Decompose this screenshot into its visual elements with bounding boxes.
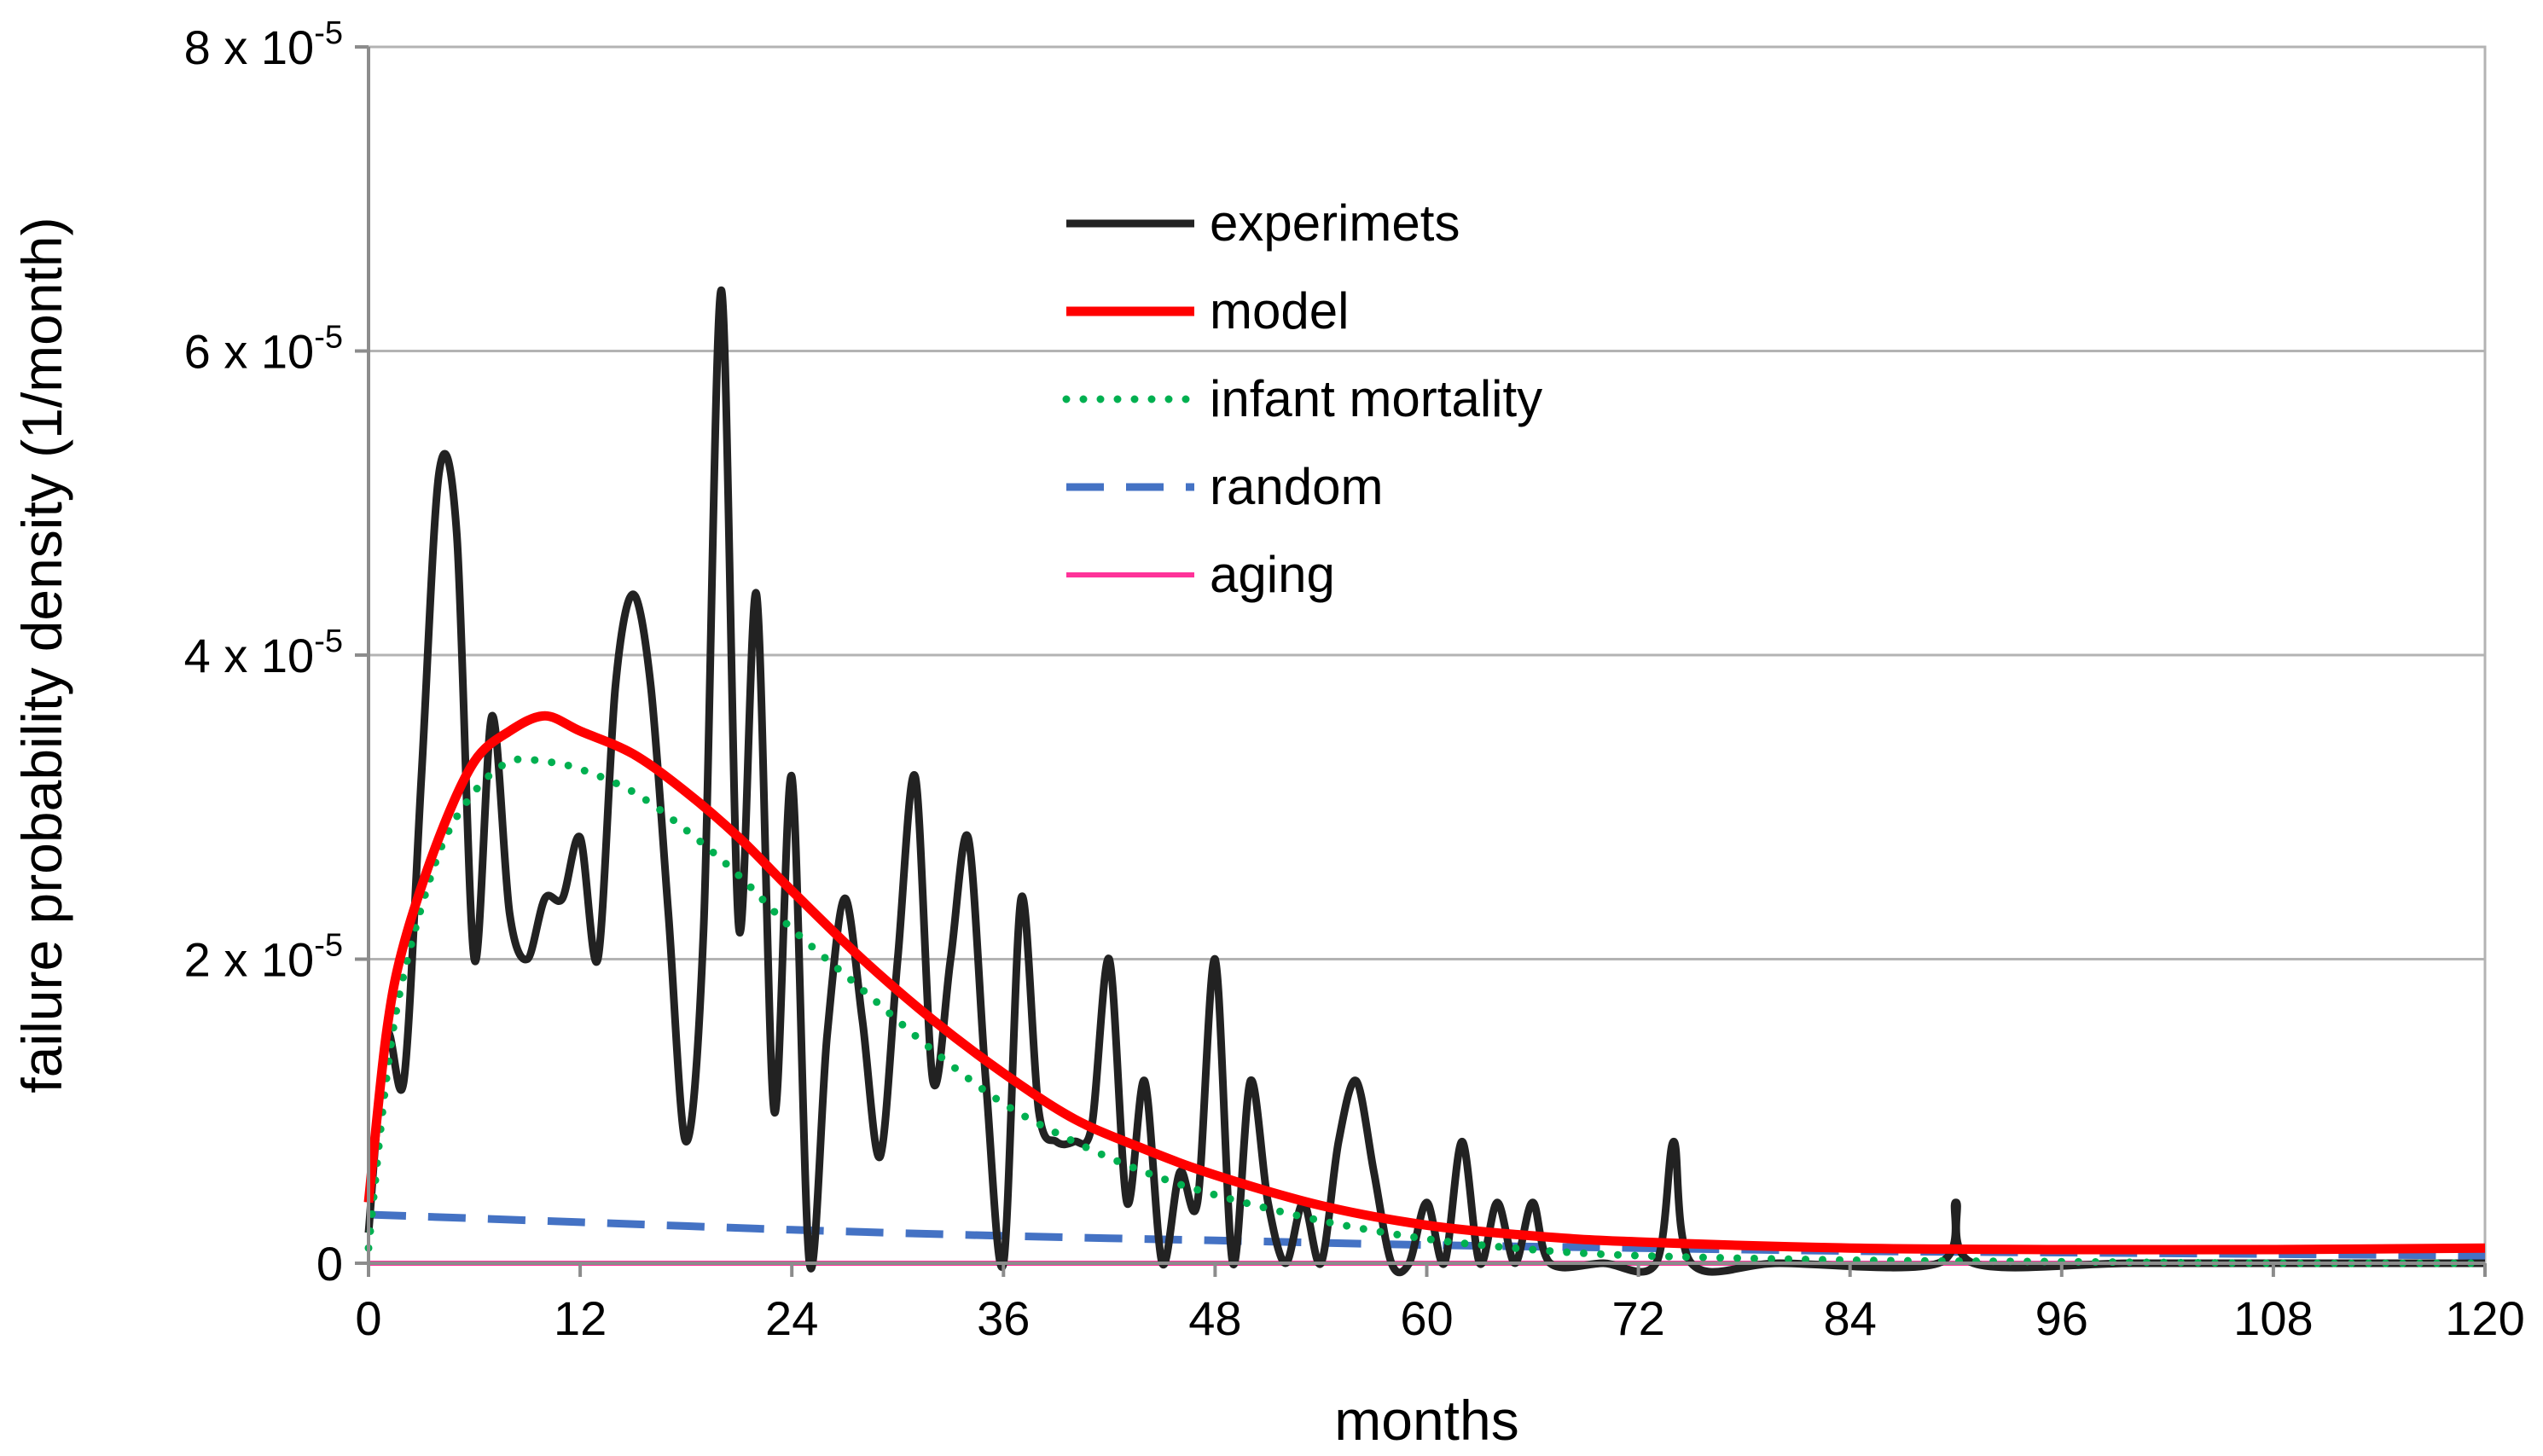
x-tick-label: 60 (1400, 1291, 1453, 1345)
y-tick-label: 4 x 10-5 (184, 624, 343, 682)
y-tick-labels: 0 2 x 10-5 4 x 10-5 6 x 10-5 8 x 10-5 (184, 15, 369, 1291)
series-model-line (363, 711, 2486, 1255)
legend-label: model (1210, 282, 1349, 339)
x-tick-label: 72 (1611, 1291, 1664, 1345)
series-experimets-line (364, 286, 2485, 1277)
legend-label: infant mortality (1210, 370, 1542, 427)
y-tick-label: 6 x 10-5 (184, 320, 343, 379)
legend-label: aging (1210, 546, 1335, 603)
legend-label: experimets (1210, 194, 1460, 252)
x-tick-label: 24 (765, 1291, 818, 1345)
x-tick-label: 0 (355, 1291, 381, 1345)
x-tick-label: 84 (1824, 1291, 1877, 1345)
series-layer (363, 286, 2489, 1277)
x-tick-label: 36 (977, 1291, 1030, 1345)
x-tick-label: 12 (554, 1291, 607, 1345)
series-infant-mortality-line (364, 755, 2489, 1267)
grid-layer (369, 45, 2485, 960)
y-tick-label: 8 x 10-5 (184, 15, 343, 74)
legend: experimets model infant mortality random agi… (1062, 194, 1542, 603)
y-tick-label: 2 x 10-5 (184, 928, 343, 987)
x-tick-labels: 0 12 24 36 48 60 72 84 96 108 120 (355, 1263, 2525, 1345)
y-tick-label: 0 (316, 1237, 343, 1291)
x-tick-label: 108 (2233, 1291, 2313, 1345)
x-tick-label: 48 (1188, 1291, 1241, 1345)
x-axis-title: months (1334, 1389, 1518, 1452)
y-axis-title: failure probability density (1/month) (10, 217, 73, 1093)
legend-label: random (1210, 458, 1383, 515)
x-tick-label: 120 (2445, 1291, 2524, 1345)
x-tick-label: 96 (2035, 1291, 2088, 1345)
